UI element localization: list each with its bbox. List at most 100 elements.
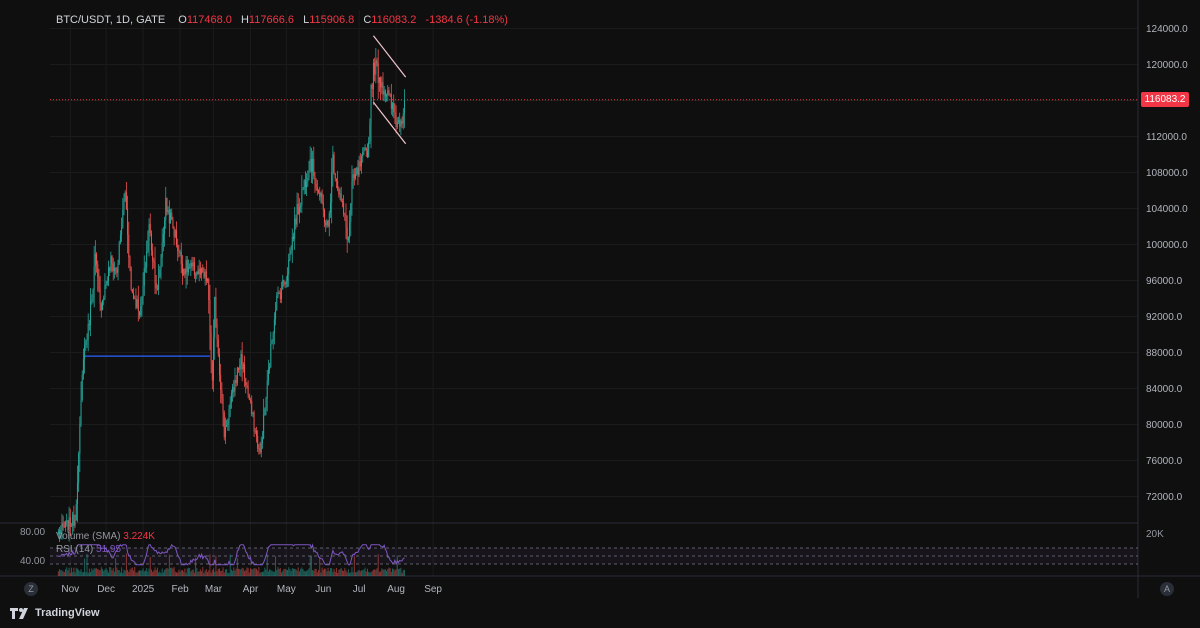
volume-bar	[221, 570, 223, 576]
candle-body	[234, 380, 236, 392]
low-label: L	[303, 14, 310, 26]
candle-body	[361, 156, 363, 167]
volume-bar	[66, 567, 68, 576]
candle-body	[351, 180, 353, 204]
candle-body	[347, 237, 349, 241]
rsi-scale-bottom: 40.00	[20, 556, 46, 567]
volume-bar	[73, 567, 75, 576]
candle-body	[282, 279, 284, 290]
volume-bar	[127, 569, 129, 576]
symbol-legend[interactable]: BTC/USDT, 1D, GATE O117468.0 H117666.6 L…	[56, 14, 514, 26]
candle-body	[343, 202, 345, 215]
auto-scale-button[interactable]: A	[1160, 582, 1174, 596]
candle-body	[376, 60, 378, 64]
volume-bar	[328, 571, 330, 576]
candle-body	[296, 203, 298, 225]
candle-body	[240, 354, 242, 365]
volume-bar	[72, 572, 74, 576]
volume-bar	[216, 571, 218, 576]
candle-body	[134, 298, 136, 300]
candle-body	[273, 319, 275, 333]
volume-bar	[128, 572, 130, 576]
candle-body	[116, 268, 118, 273]
volume-bar	[140, 570, 142, 576]
candle-body	[88, 323, 90, 325]
candle-body	[320, 193, 322, 197]
volume-bar	[205, 569, 207, 576]
candle-body	[284, 282, 286, 285]
volume-bar	[365, 571, 367, 576]
candle-body	[232, 387, 234, 393]
candle-body	[86, 340, 88, 342]
candle-body	[118, 242, 120, 264]
volume-legend[interactable]: Volume (SMA) 3.224K	[56, 531, 155, 542]
candle-body	[329, 202, 331, 214]
time-axis: Nov Dec 2025 Feb Mar Apr May Jun Jul Aug Sep	[61, 584, 442, 595]
candle-body	[400, 120, 402, 127]
volume-bar	[146, 568, 148, 576]
price-tick-label: 120000.0	[1146, 60, 1188, 71]
candle-body	[87, 323, 89, 341]
volume-bar	[320, 572, 322, 576]
volume-bar	[266, 554, 268, 576]
volume-bar	[102, 568, 104, 576]
volume-bar	[298, 571, 300, 576]
volume-bar	[187, 567, 189, 576]
volume-bar	[119, 572, 121, 576]
candle-body	[76, 482, 78, 505]
volume-bar	[297, 567, 299, 576]
candle-body	[398, 120, 400, 122]
candle-body	[93, 266, 95, 290]
price-tick-label: 108000.0	[1146, 168, 1188, 179]
candle-body	[401, 120, 403, 124]
volume-bar	[211, 569, 213, 576]
volume-bar	[204, 570, 206, 576]
volume-bar	[105, 568, 107, 576]
volume-bar	[290, 570, 292, 576]
candle-body	[287, 274, 289, 281]
candle-body	[191, 262, 193, 267]
candle-body	[164, 220, 166, 235]
volume-bar	[69, 572, 71, 576]
candle-body	[277, 292, 279, 296]
candle-body	[122, 209, 124, 228]
rsi-legend[interactable]: RSI (14) 51.95	[56, 544, 121, 555]
candle-body	[113, 268, 115, 272]
timezone-button[interactable]: Z	[24, 582, 38, 596]
candle-body	[90, 301, 92, 325]
volume-bar	[136, 572, 138, 576]
candle-body	[235, 380, 237, 384]
volume-bar	[115, 558, 117, 576]
candle-body	[371, 84, 373, 90]
volume-bar	[285, 569, 287, 576]
candle-body	[63, 526, 65, 528]
candle-body	[357, 167, 359, 176]
volume-bar	[223, 572, 225, 576]
candle-body	[192, 262, 194, 267]
candle-body	[140, 306, 142, 316]
volume-bar	[160, 572, 162, 576]
volume-bar	[130, 568, 132, 576]
candle-body	[61, 523, 63, 531]
volume-bar	[356, 572, 358, 576]
candle-body	[103, 298, 105, 301]
volume-bar	[172, 568, 174, 576]
candle-body	[228, 408, 230, 421]
volume-bar	[347, 569, 349, 576]
chart-grid	[0, 0, 1200, 598]
candle-body	[135, 298, 137, 308]
low-value: 115906.8	[309, 14, 355, 26]
candle-body	[111, 256, 113, 264]
candle-body	[288, 259, 290, 275]
volume-bar	[329, 567, 331, 576]
candle-body	[198, 268, 200, 275]
volume-bar	[192, 569, 194, 576]
volume-bar	[344, 567, 346, 576]
candle-body	[332, 154, 334, 173]
volume-bar	[338, 570, 340, 576]
volume-bar	[186, 568, 188, 576]
candle-body	[253, 412, 255, 432]
volume-bar	[394, 570, 396, 576]
candle-body	[161, 242, 163, 258]
